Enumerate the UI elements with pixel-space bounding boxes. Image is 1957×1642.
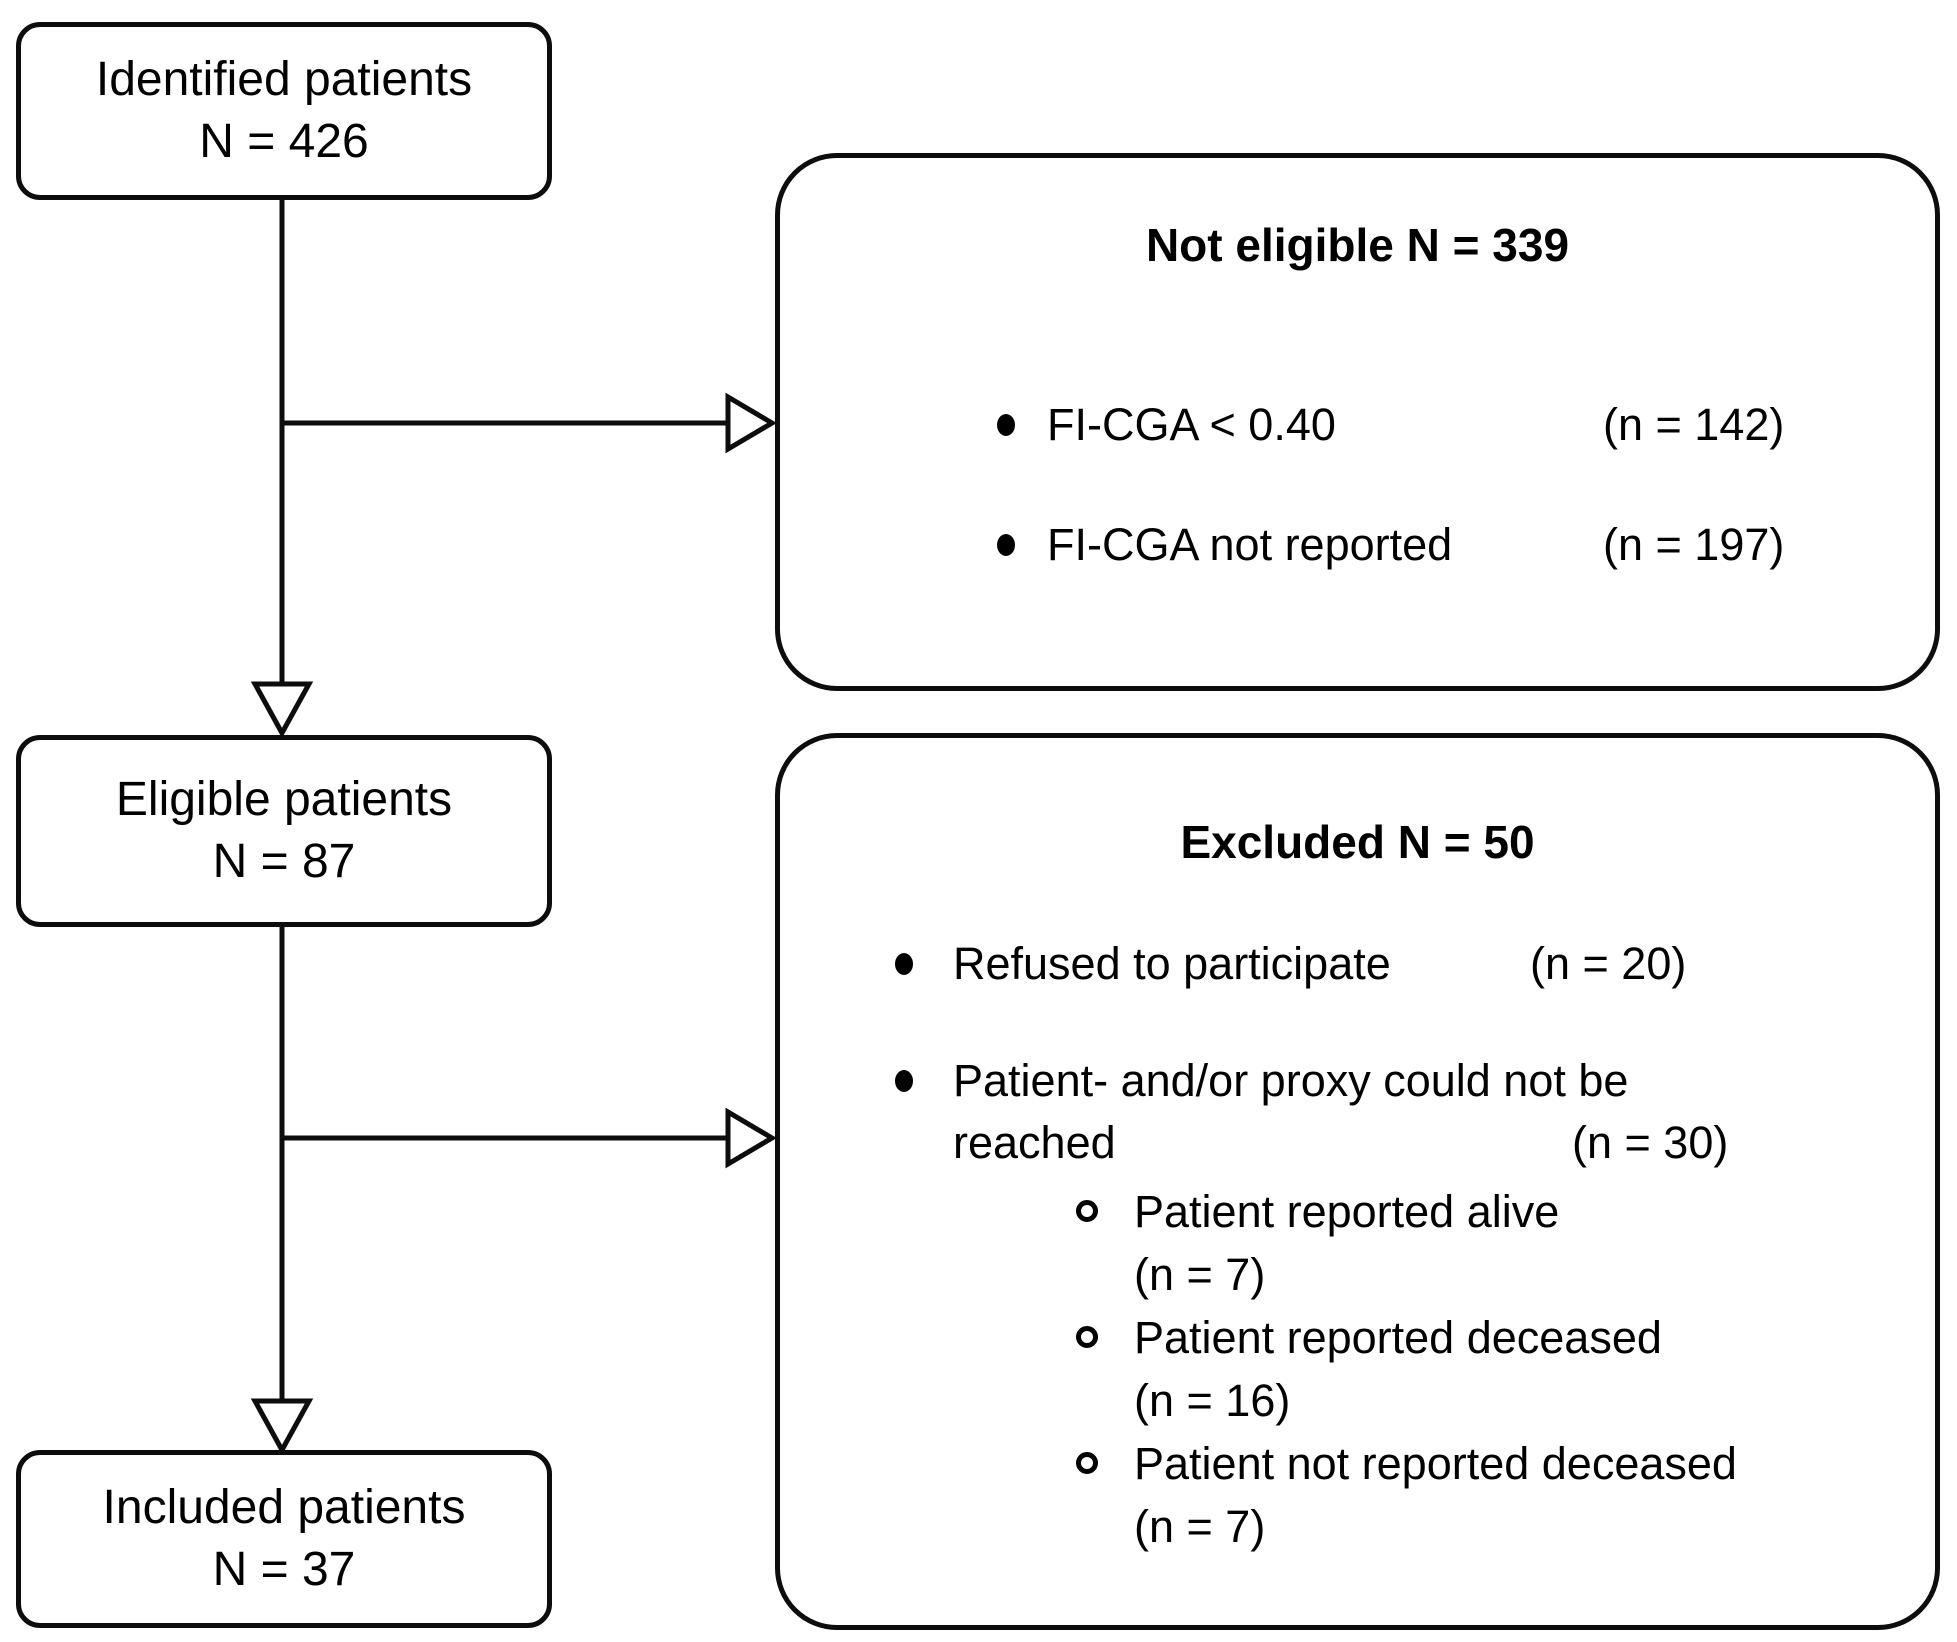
sub-item-label: Patient not reported deceased — [1134, 1438, 1737, 1489]
bullet-dot-icon — [895, 953, 913, 975]
sub-item-count: (n = 16) — [1134, 1375, 1291, 1426]
bullet-count: (n = 142) — [1603, 399, 1785, 450]
bullet-count: (n = 197) — [1603, 519, 1785, 570]
open-circle-bullet-icon — [1076, 1452, 1098, 1474]
bullet-dot-icon — [997, 534, 1015, 556]
identified-patients-count: N = 426 — [199, 115, 369, 168]
eligible-patients-label: Eligible patients — [115, 773, 453, 826]
excluded-box: Excluded N = 50 Refused to participate (… — [775, 733, 1940, 1630]
open-circle-bullet-icon — [1076, 1200, 1098, 1222]
arrowhead-right-excluded — [725, 1107, 777, 1169]
eligible-patients-count: N = 87 — [212, 835, 356, 888]
bullet-count: (n = 30) — [1572, 1117, 1729, 1168]
bullet-label: Patient- and/or proxy could not be reach… — [953, 1055, 1629, 1168]
included-patients-count: N = 37 — [212, 1543, 356, 1596]
not-eligible-item-fi-cga-missing: FI-CGA not reported (n = 197) — [780, 514, 1935, 576]
excluded-sub-item-alive: Patient reported alive (n = 7) — [780, 1180, 1935, 1306]
bullet-dot-icon — [895, 1070, 913, 1092]
excluded-sub-list: Patient reported alive (n = 7) Patient r… — [780, 1180, 1935, 1558]
bullet-count: (n = 20) — [1530, 938, 1687, 989]
bullet-label: FI-CGA not reported — [1047, 519, 1453, 570]
excluded-sub-item-deceased: Patient reported deceased (n = 16) — [780, 1306, 1935, 1432]
excluded-sub-item-not-reported-deceased: Patient not reported deceased (n = 7) — [780, 1432, 1935, 1558]
not-eligible-title: Not eligible N = 339 — [1145, 219, 1570, 271]
identified-patients-box: Identified patients N = 426 — [16, 22, 552, 200]
open-circle-bullet-icon — [1076, 1326, 1098, 1348]
arrowhead-right-not-eligible — [725, 392, 777, 454]
sub-item-count: (n = 7) — [1134, 1501, 1266, 1552]
sub-item-label: Patient reported deceased — [1134, 1312, 1662, 1363]
bullet-label: FI-CGA < 0.40 — [1047, 399, 1336, 450]
arrowhead-down-included — [250, 1398, 314, 1456]
sub-item-count: (n = 7) — [1134, 1249, 1266, 1300]
not-eligible-item-fi-cga-low: FI-CGA < 0.40 (n = 142) — [780, 394, 1935, 456]
arrowhead-down-eligible — [250, 681, 314, 739]
bullet-label: Refused to participate — [953, 938, 1391, 989]
excluded-item-not-reached: Patient- and/or proxy could not be reach… — [780, 1050, 1935, 1174]
identified-patients-label: Identified patients — [95, 53, 473, 106]
excluded-item-refused: Refused to participate (n = 20) — [780, 933, 1935, 995]
eligible-patients-box: Eligible patients N = 87 — [16, 735, 552, 927]
not-eligible-box: Not eligible N = 339 FI-CGA < 0.40 (n = … — [775, 153, 1940, 691]
bullet-dot-icon — [997, 414, 1015, 436]
excluded-title: Excluded N = 50 — [1180, 816, 1535, 868]
included-patients-label: Included patients — [102, 1481, 466, 1534]
included-patients-box: Included patients N = 37 — [16, 1450, 552, 1628]
sub-item-label: Patient reported alive — [1134, 1186, 1560, 1237]
